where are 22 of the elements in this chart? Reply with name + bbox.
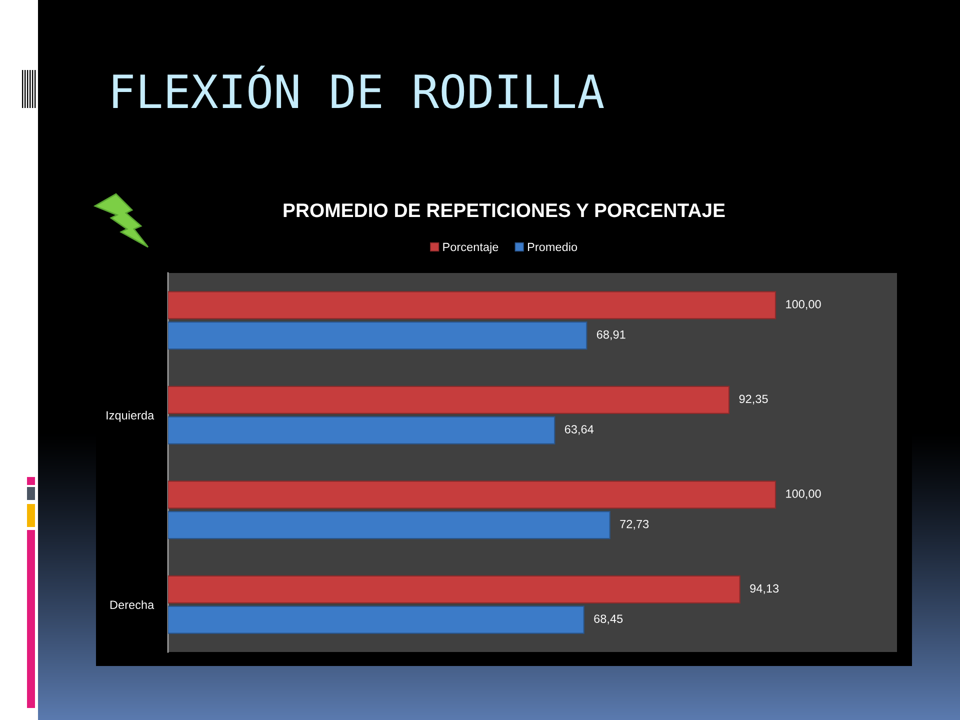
data-label: 92,35 [739,394,768,405]
data-label: 63,64 [564,425,594,435]
bar [168,510,610,540]
legend-label: Promedio [528,242,578,252]
bar [168,291,776,320]
bar [168,416,556,444]
data-label: 94,13 [750,584,779,594]
data-label: 100,00 [786,490,821,500]
legend-label: Porcentaje [443,242,498,254]
data-label: 72,73 [620,520,649,530]
data-label: 100,00 [786,300,821,310]
bar [168,575,740,604]
bar [168,606,584,634]
y-tick-label: Izquierda [106,410,154,422]
bar [168,386,730,414]
bar [168,321,588,350]
y-tick-label: Derecha [110,600,154,610]
chart-subtitle: PROMEDIO DE REPETICIONES Y PORCENTAJE [284,203,725,218]
data-label: 68,91 [596,330,626,340]
data-label: 68,45 [594,614,623,624]
bar [168,480,776,509]
chart-title: FLEXIÓN DE RODILLA [113,66,604,109]
